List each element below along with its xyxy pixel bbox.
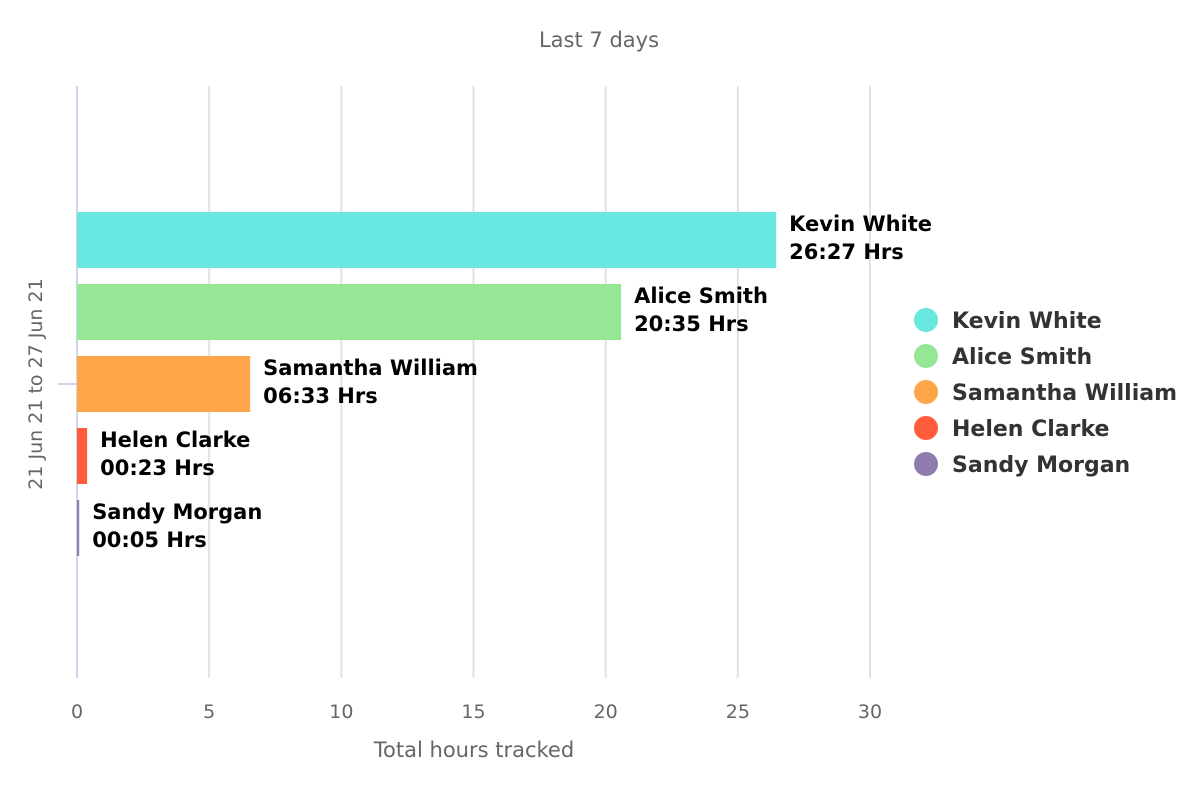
data-label-name: Sandy Morgan xyxy=(92,500,262,524)
legend-item-helen-clarke[interactable]: Helen Clarke xyxy=(914,416,1109,442)
x-tick-label: 20 xyxy=(594,701,618,723)
legend-label: Helen Clarke xyxy=(952,417,1109,442)
legend-swatch xyxy=(914,416,938,440)
legend-label: Samantha William xyxy=(952,381,1177,406)
data-label-value: 26:27 Hrs xyxy=(789,240,904,264)
x-tick-label: 10 xyxy=(329,701,353,723)
legend-label: Alice Smith xyxy=(952,345,1092,370)
legend-item-samantha-william[interactable]: Samantha William xyxy=(914,380,1177,406)
bar-alice-smith[interactable] xyxy=(77,284,622,340)
data-label-value: 20:35 Hrs xyxy=(634,312,749,336)
x-tick-label: 15 xyxy=(461,701,485,723)
legend-item-alice-smith[interactable]: Alice Smith xyxy=(914,344,1092,370)
legend: Kevin White Alice Smith Samantha William He… xyxy=(914,308,1177,478)
x-axis-title: Total hours tracked xyxy=(373,738,574,762)
x-tick-label: 5 xyxy=(203,701,215,723)
x-tick-label: 25 xyxy=(726,701,750,723)
bar-samantha-william[interactable] xyxy=(77,356,251,412)
bar-kevin-white[interactable] xyxy=(77,212,777,268)
data-label-name: Alice Smith xyxy=(634,284,768,308)
legend-swatch xyxy=(914,308,938,332)
bar-sandy-morgan[interactable] xyxy=(77,500,80,556)
data-label-name: Helen Clarke xyxy=(100,428,250,452)
gridlines xyxy=(76,86,871,678)
legend-item-kevin-white[interactable]: Kevin White xyxy=(914,308,1102,334)
chart-title: Last 7 days xyxy=(539,28,659,52)
data-label-value: 06:33 Hrs xyxy=(263,384,378,408)
data-label-value: 00:05 Hrs xyxy=(92,528,207,552)
x-axis-ticks: 0 5 10 15 20 25 30 xyxy=(71,701,882,723)
legend-item-sandy-morgan[interactable]: Sandy Morgan xyxy=(914,452,1130,478)
data-label-value: 00:23 Hrs xyxy=(100,456,215,480)
x-tick-label: 0 xyxy=(71,701,83,723)
legend-swatch xyxy=(914,452,938,476)
legend-label: Sandy Morgan xyxy=(952,453,1130,478)
data-label-name: Samantha William xyxy=(263,356,478,380)
legend-swatch xyxy=(914,344,938,368)
x-tick-label: 30 xyxy=(858,701,882,723)
legend-label: Kevin White xyxy=(952,309,1102,334)
y-category-label: 21 Jun 21 to 27 Jun 21 xyxy=(25,278,47,489)
bars: Kevin White 26:27 Hrs Alice Smith 20:35 Hrs… xyxy=(77,212,932,556)
data-label-name: Kevin White xyxy=(789,212,932,236)
legend-swatch xyxy=(914,380,938,404)
bar-helen-clarke[interactable] xyxy=(77,428,88,484)
